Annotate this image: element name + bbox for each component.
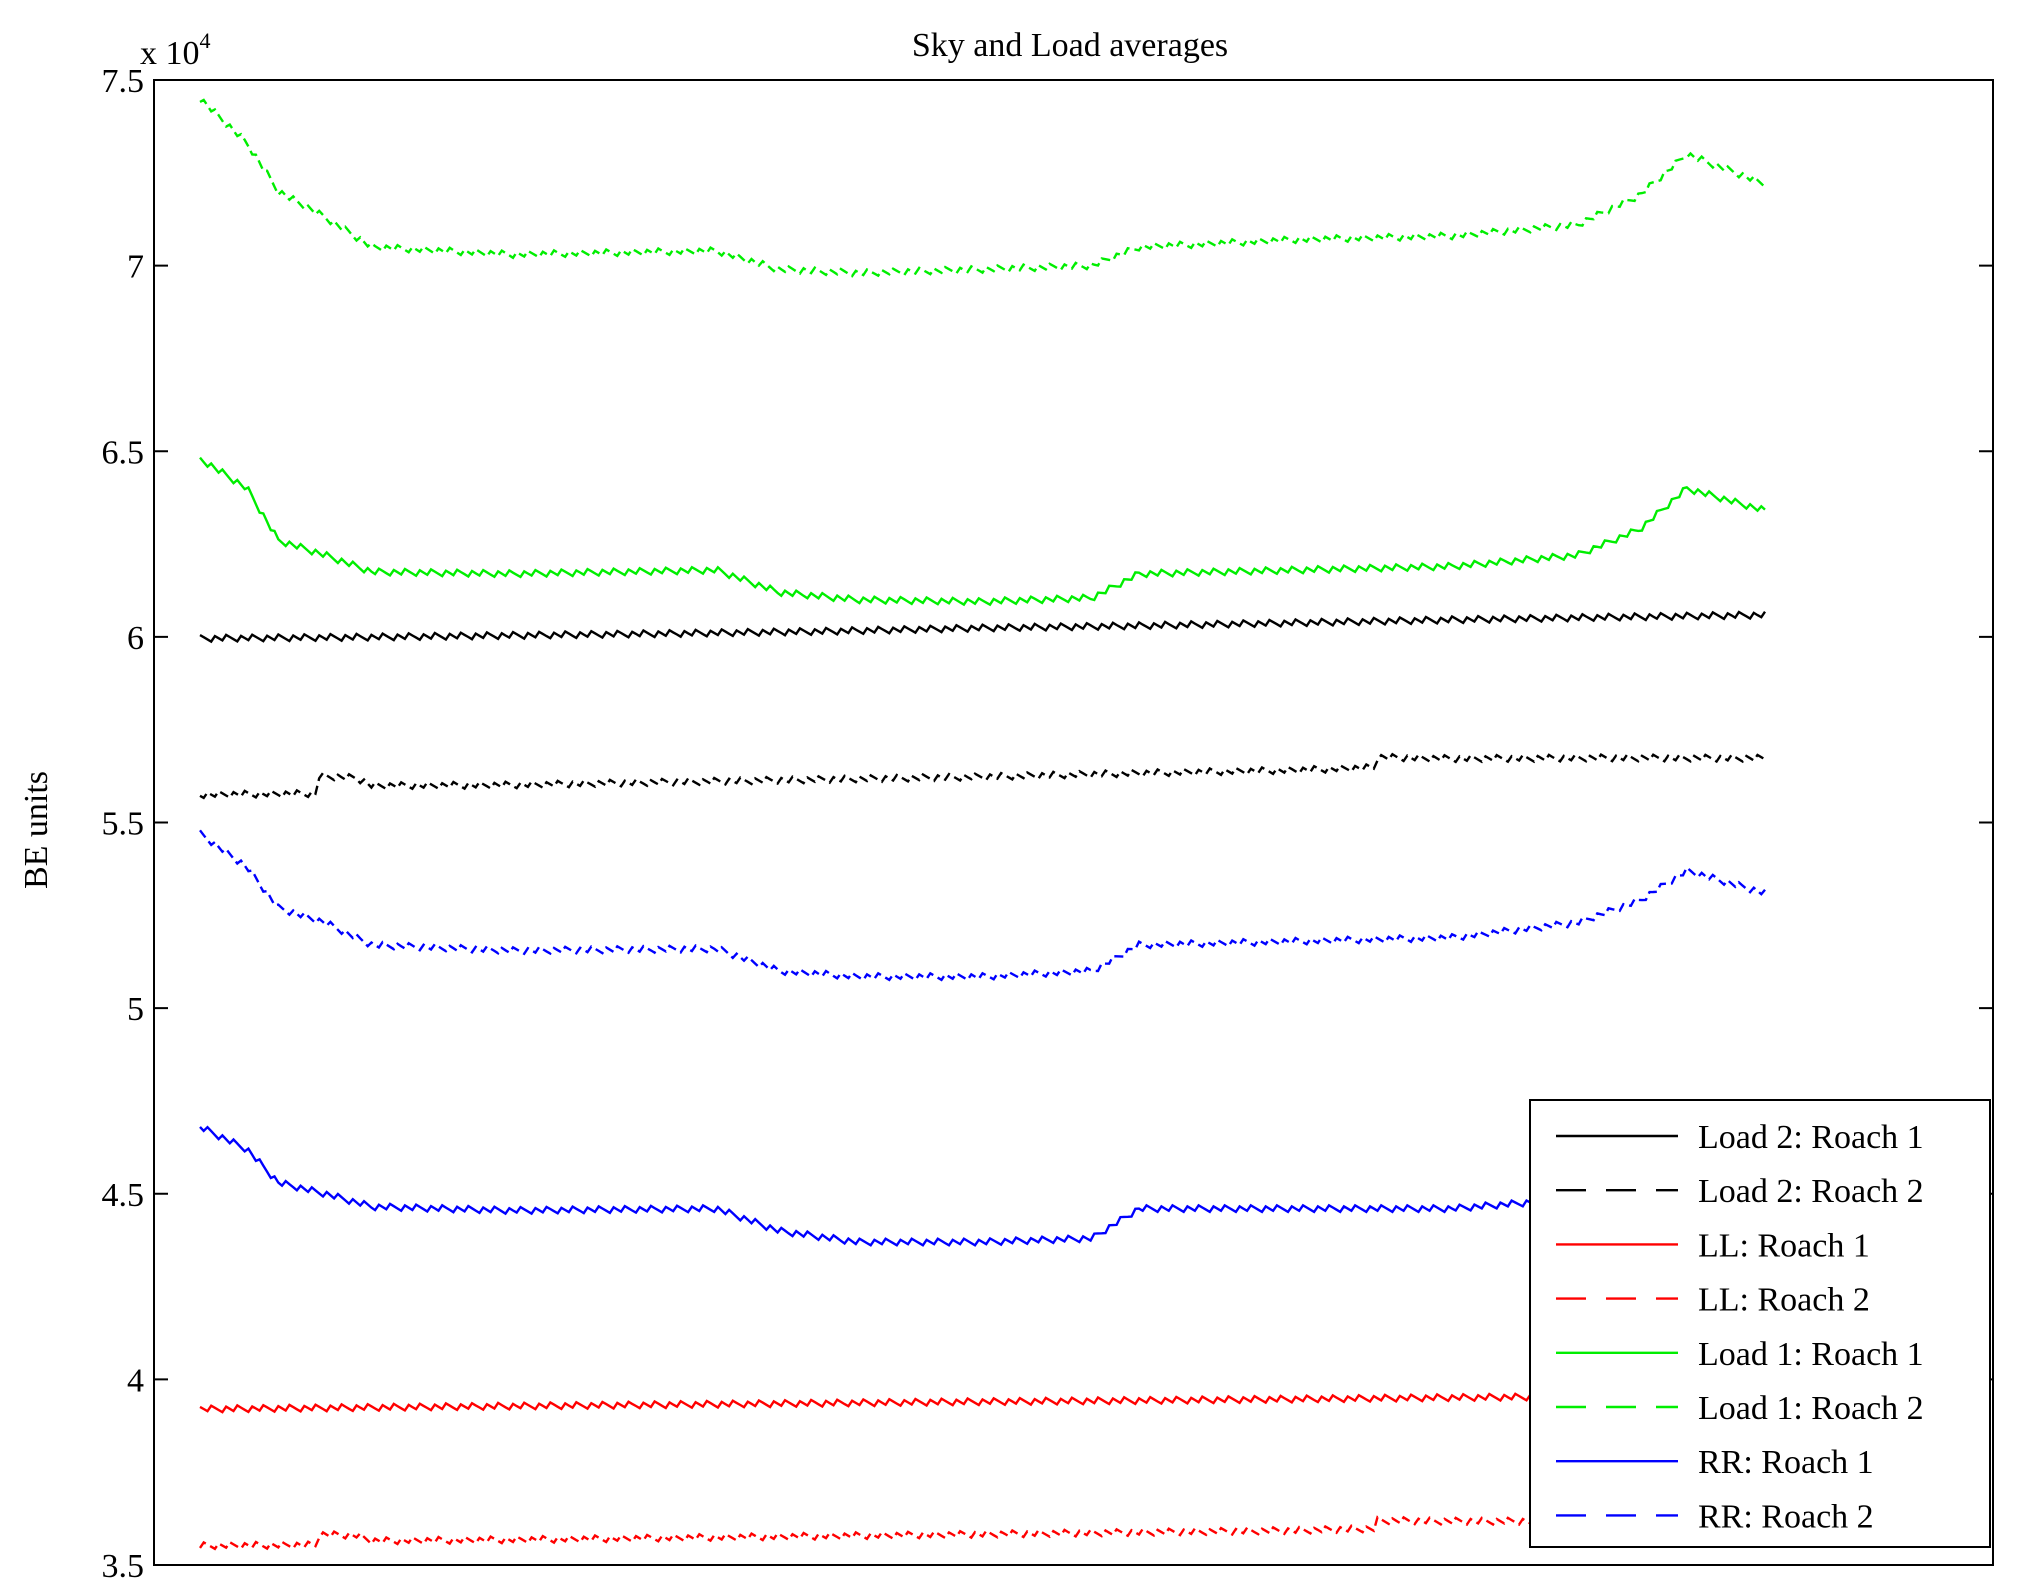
legend-label: Load 1: Roach 1	[1698, 1336, 1924, 1373]
y-tick-label: 6	[127, 620, 144, 657]
chart-title: Sky and Load averages	[912, 27, 1228, 64]
y-tick-label: 5	[127, 991, 144, 1028]
series-line	[199, 1515, 1766, 1551]
plot-series	[199, 98, 1767, 1551]
series-line	[199, 1390, 1767, 1414]
y-axis-exponent: x 104	[140, 28, 211, 72]
series-line	[199, 1125, 1766, 1247]
legend-label: Load 2: Roach 1	[1698, 1119, 1924, 1156]
y-tick-label: 6.5	[102, 434, 145, 471]
y-tick-label: 4	[127, 1362, 144, 1399]
plot-frame	[153, 79, 1994, 1566]
y-tick-label: 3.5	[102, 1548, 145, 1585]
legend-label: LL: Roach 2	[1698, 1282, 1870, 1319]
legend-label: LL: Roach 1	[1698, 1227, 1870, 1264]
y-tick-label: 7	[127, 249, 144, 286]
y-axis-label: BE units	[18, 771, 55, 889]
series-line	[199, 98, 1766, 278]
legend-label: Load 1: Roach 2	[1698, 1390, 1924, 1427]
y-tick-label: 4.5	[102, 1177, 145, 1214]
y-axis-exponent-power: 4	[200, 28, 211, 53]
y-axis-exponent-base: x 10	[140, 35, 200, 72]
y-tick-label: 5.5	[102, 806, 145, 843]
series-line	[199, 456, 1766, 607]
legend-box	[1529, 1099, 1991, 1548]
legend: Load 2: Roach 1 Load 2: Roach 2 LL: Roach …	[1529, 1099, 1991, 1548]
legend-label: RR: Roach 1	[1698, 1444, 1874, 1481]
series-line	[199, 610, 1766, 644]
y-tick-label: 7.5	[102, 63, 145, 100]
y-axis-ticks: 3.5 4 4.5 5 5.5 6 6.5 7 7.5	[102, 63, 1993, 1585]
series-line	[199, 829, 1766, 982]
legend-label: Load 2: Roach 2	[1698, 1173, 1924, 1210]
legend-label: RR: Roach 2	[1698, 1498, 1874, 1535]
